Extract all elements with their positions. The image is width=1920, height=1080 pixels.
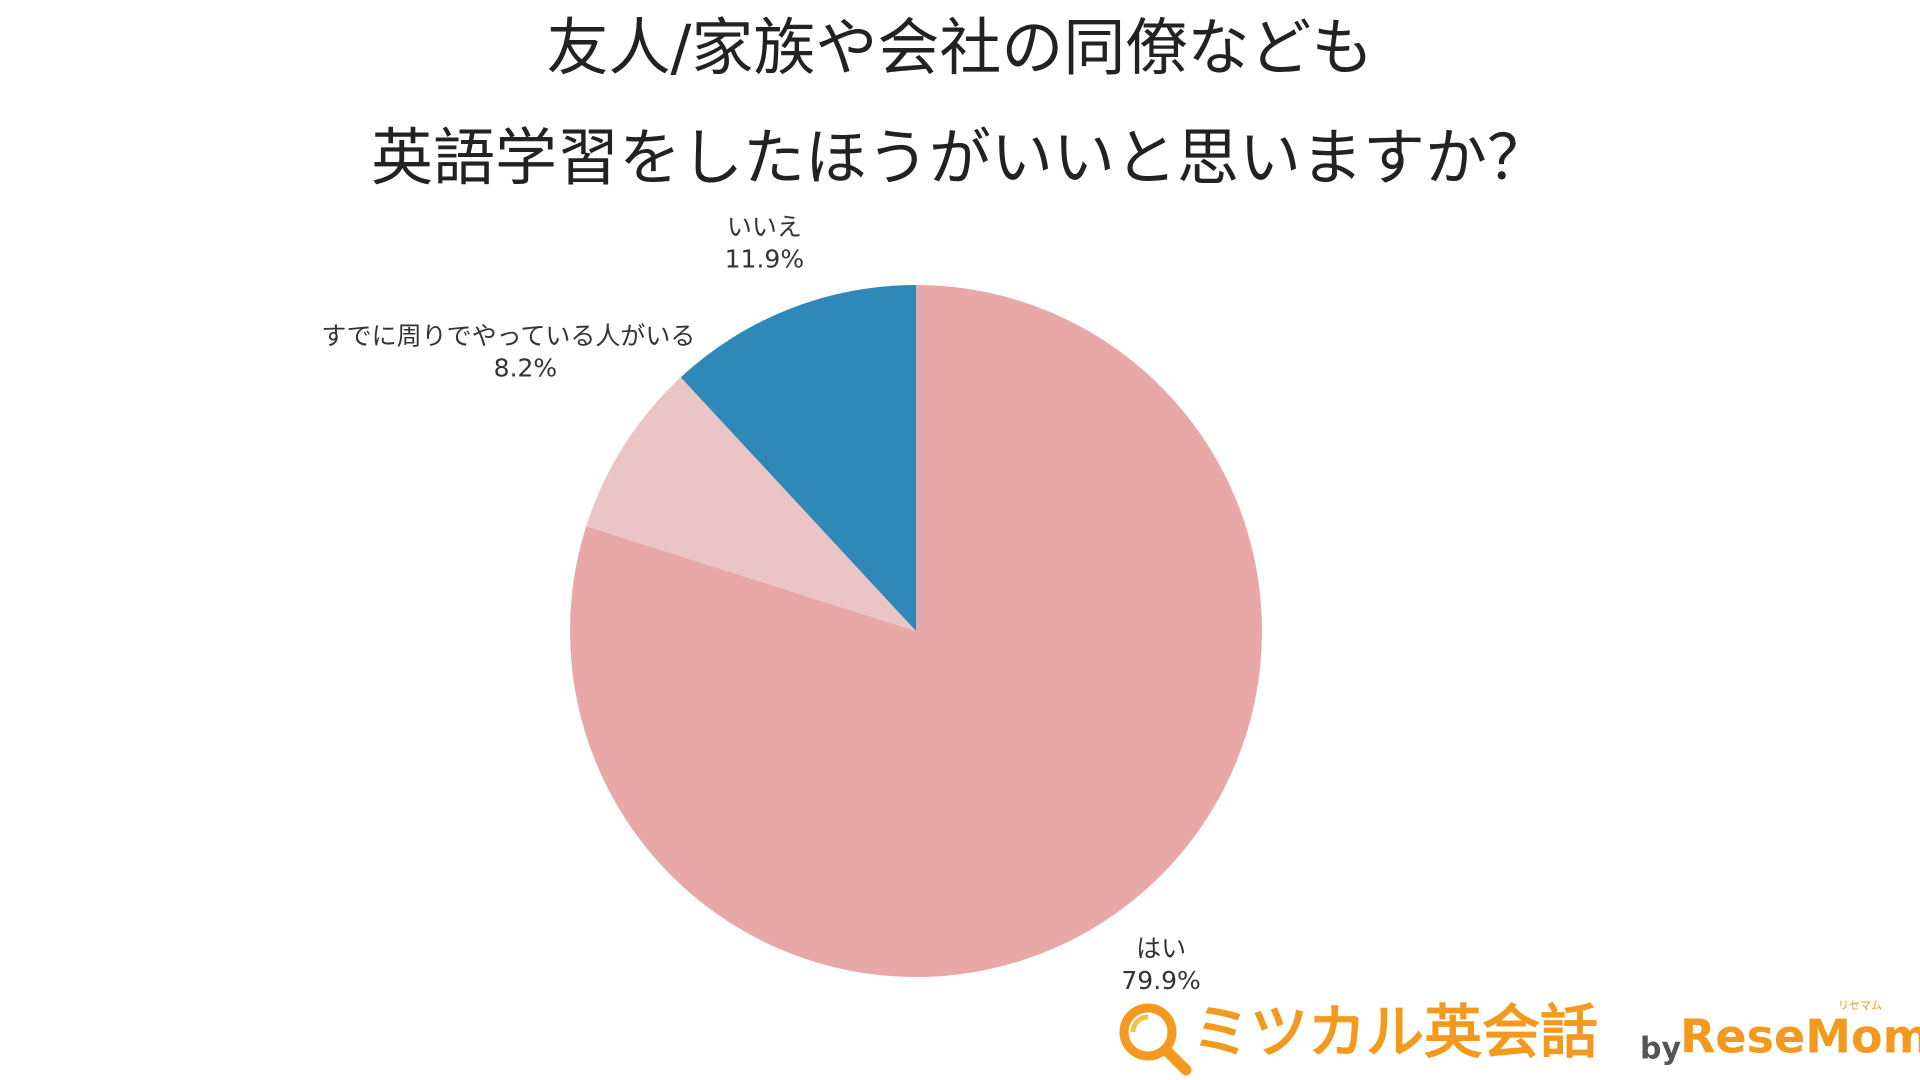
logo-ruby: リセマム [1838,999,1882,1012]
chart-title: 英語学習をしたほうがいいと思いますか？ [371,121,1549,194]
pie-slice [680,285,916,631]
logo-icon [1160,1044,1192,1076]
logo-brand: ReseMom [1680,1010,1920,1064]
logo-icon [1119,1003,1177,1061]
chart-title: 友人/家族や会社の同僚なども [547,11,1374,84]
logo: ミツカル英会話 by ReseMom リセマム [1119,998,1920,1076]
slice-label: すでに周りでやっている人がいる [321,322,695,351]
logo-by: by [1640,1032,1681,1067]
value-label: 79.9% [1121,966,1200,995]
value-label: 11.9% [725,244,804,273]
slice-label: いいえ [727,212,802,241]
logo-icon [1130,1014,1149,1033]
slice-label: はい [1136,934,1186,963]
pie-slice [586,377,916,631]
logo-name: ミツカル英会話 [1192,998,1598,1066]
value-label: 8.2% [494,354,558,383]
